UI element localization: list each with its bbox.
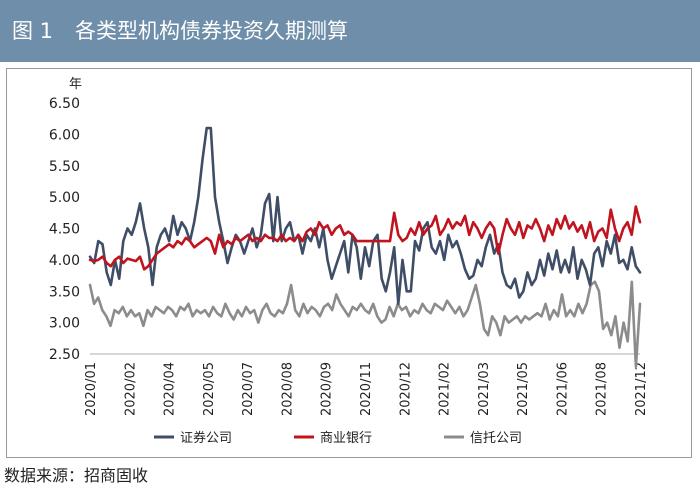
- series-line-2: [88, 280, 642, 368]
- figure-number: 图 1: [12, 19, 54, 43]
- legend-label-0: 证券公司: [180, 430, 232, 446]
- legend-label-2: 信托公司: [470, 431, 522, 446]
- y-tick-label: 6.50: [49, 96, 80, 112]
- x-tick-label: 2020/09: [320, 362, 335, 416]
- x-tick-label: 2021/06: [555, 362, 570, 416]
- y-tick-label: 3.50: [49, 284, 80, 300]
- y-tick-label: 4.00: [49, 253, 80, 269]
- x-tick-label: 2021/12: [634, 362, 649, 416]
- x-tick-label: 2020/11: [359, 362, 374, 416]
- x-tick-label: 2021/05: [516, 362, 531, 416]
- x-tick-label: 2021/03: [477, 362, 492, 416]
- y-tick-label: 2.50: [49, 347, 80, 363]
- x-tick-label: 2020/12: [398, 362, 413, 416]
- series-line-1: [88, 205, 642, 271]
- x-tick-label: 2020/01: [84, 362, 99, 416]
- legend-label-1: 商业银行: [320, 431, 372, 446]
- y-axis-unit: 年: [69, 77, 82, 92]
- y-tick-label: 5.50: [49, 159, 80, 175]
- x-tick-label: 2021/02: [438, 362, 453, 416]
- x-tick-label: 2020/05: [202, 362, 217, 416]
- x-tick-label: 2020/08: [280, 362, 295, 416]
- y-tick-label: 6.00: [49, 127, 80, 143]
- y-tick-label: 3.00: [49, 316, 80, 332]
- figure-header: 图 1 各类型机构债券投资久期测算: [0, 0, 700, 62]
- x-tick-label: 2020/02: [123, 362, 138, 416]
- x-tick-label: 2020/04: [163, 362, 178, 416]
- y-tick-label: 5.00: [49, 190, 80, 206]
- data-source: 数据来源：招商固收: [4, 466, 149, 485]
- duration-line-chart: 年 6.50 6.00 5.50 5.00 4.50 4.00 3.50 3.00 2.50 202…: [49, 77, 649, 446]
- x-tick-label: 2020/07: [241, 362, 256, 416]
- x-tick-label: 2021/08: [595, 362, 610, 416]
- y-tick-label: 4.50: [49, 222, 80, 238]
- figure-title: 各类型机构债券投资久期测算: [75, 19, 349, 43]
- series-line-0: [88, 126, 642, 306]
